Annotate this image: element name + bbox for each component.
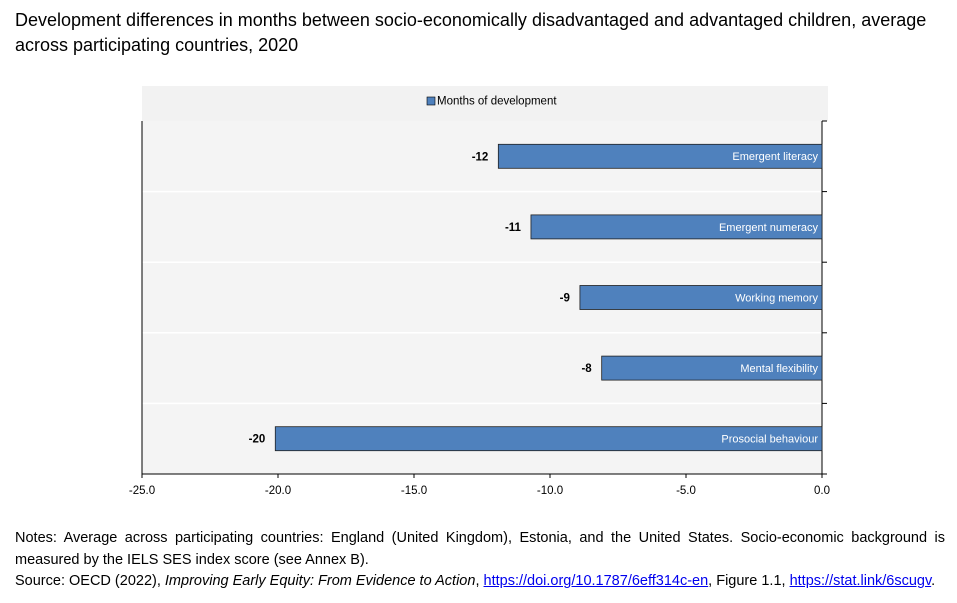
x-tick-label: -25.0 [129,485,155,497]
source-text: . [931,573,936,589]
bar [497,143,823,169]
bar [530,214,823,240]
data-label: -8 [581,363,592,375]
x-tick-label: -10.0 [537,485,563,497]
legend-background [142,86,828,121]
x-tick-label: -20.0 [265,485,291,497]
category-label: Mental flexibility [740,363,818,375]
data-label: -11 [505,222,522,234]
statlink[interactable]: https://stat.link/6scugv [789,573,932,589]
bar [274,426,823,452]
source-text: , Figure 1.1, [708,573,790,589]
legend-swatch [426,96,436,106]
chart-title: Development differences in months betwee… [15,10,927,55]
category-label: Prosocial behaviour [721,434,818,446]
source-text: Source: OECD (2022), [15,573,165,589]
x-tick-label: -15.0 [401,485,427,497]
source-text: , [475,573,484,589]
category-label: Emergent numeracy [719,222,819,234]
doi-link[interactable]: https://doi.org/10.1787/6eff314c-en [483,573,709,589]
data-label: -9 [560,293,570,305]
category-label: Emergent literacy [732,151,818,163]
source-title: Improving Early Equity: From Evidence to… [164,573,476,589]
chart: Months of development -25.0 -20.0 -15.0 -10.… [129,86,830,497]
x-tick-label: -5.0 [676,485,696,497]
bar [601,355,823,381]
x-tick-label: 0.0 [814,485,830,497]
bar [579,285,823,310]
category-label: Working memory [735,292,818,304]
data-label: -20 [249,434,266,446]
notes: Notes: Average across participating coun… [15,530,945,568]
data-label: -12 [472,151,489,163]
legend-label: Months of development [437,96,557,108]
source: Source: OECD (2022), Improving Early Equ… [15,571,955,593]
